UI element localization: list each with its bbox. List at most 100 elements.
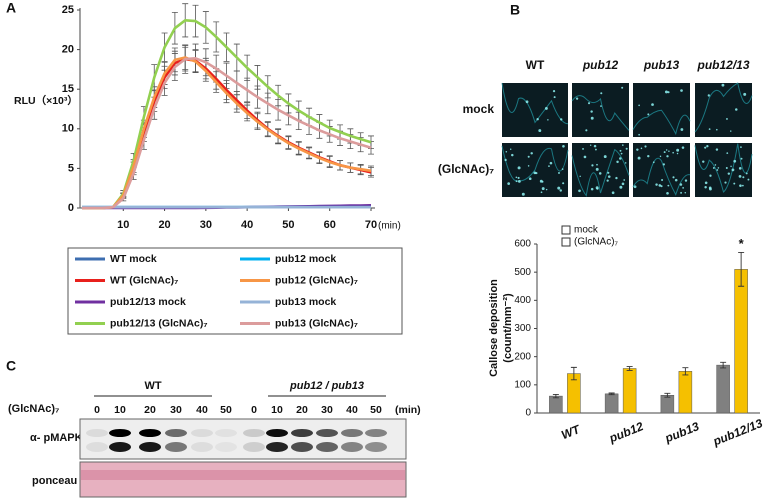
cell-wall <box>632 109 691 136</box>
x-tick-label: pub12/13 <box>710 416 765 449</box>
treatment-label: (GlcNAc)₇ <box>8 403 59 415</box>
annotation: * <box>739 236 745 251</box>
y-tick-label: 500 <box>514 267 531 278</box>
callose-spot <box>591 164 594 167</box>
callose-spot <box>637 156 641 160</box>
callose-spot <box>658 184 662 187</box>
time-label: 30 <box>170 404 182 416</box>
callose-spot <box>716 169 719 171</box>
callose-spot <box>724 181 727 184</box>
callose-spot <box>716 128 718 131</box>
callose-spot <box>606 179 609 182</box>
callose-spot <box>725 166 728 169</box>
time-label: 20 <box>296 404 308 416</box>
micrographs: WT pub12 pub13 pub12/13 mock (GlcNAc)₇ <box>438 58 753 197</box>
callose-spot <box>731 168 735 172</box>
time-label: 0 <box>251 404 257 416</box>
callose-spot <box>663 151 666 154</box>
legend-label: pub12 mock <box>275 253 336 265</box>
callose-spot <box>619 185 623 189</box>
blot-band <box>243 429 265 437</box>
callose-spot <box>622 144 624 146</box>
blot-band <box>109 442 131 452</box>
legend-label: WT (GlcNAc)₇ <box>110 274 178 286</box>
callose-spot <box>615 176 618 180</box>
callose-spot <box>559 189 563 192</box>
panel-label: B <box>510 2 520 18</box>
legend-label: pub12 (GlcNAc)₇ <box>275 274 358 286</box>
callose-spot <box>638 133 641 136</box>
callose-spot <box>704 186 707 189</box>
callose-spot <box>640 147 643 150</box>
time-label: 0 <box>94 404 100 416</box>
callose-spot <box>638 104 640 107</box>
error-bar <box>720 361 727 369</box>
callose-spot <box>727 172 731 175</box>
error-bar <box>608 392 615 396</box>
callose-spot <box>680 128 684 131</box>
cell-wall <box>501 82 569 125</box>
callose-spot <box>607 175 611 178</box>
callose-spot <box>528 177 532 181</box>
series-line <box>82 19 372 210</box>
callose-spot <box>547 119 549 121</box>
bar <box>604 393 619 414</box>
callose-spot <box>540 191 543 194</box>
callose-spot <box>666 191 669 195</box>
callose-spot <box>625 147 628 150</box>
callose-spot <box>517 166 521 170</box>
callose-spot <box>515 180 518 183</box>
callose-spot <box>740 146 742 149</box>
panel-label: C <box>6 358 16 374</box>
callose-spot <box>619 149 622 152</box>
callose-spot <box>548 165 550 167</box>
callose-spot <box>621 86 624 89</box>
blot-band <box>165 429 187 437</box>
callose-spot <box>672 176 675 179</box>
callose-spot <box>676 148 680 152</box>
callose-spot <box>742 176 745 179</box>
blot-band <box>341 442 363 452</box>
y-tick-label: 20 <box>62 44 74 56</box>
callose-spot <box>668 150 670 153</box>
x-tick-label: 50 <box>282 219 294 231</box>
blot-band <box>266 429 288 437</box>
callose-spot <box>704 181 708 185</box>
error-bar <box>570 366 577 381</box>
callose-spot <box>583 155 587 159</box>
callose-spot <box>541 187 545 191</box>
legend-label: (GlcNAc)₇ <box>574 237 619 248</box>
y-tick-label: 25 <box>62 4 74 16</box>
callose-spot <box>655 183 658 186</box>
blot-band <box>365 442 387 452</box>
blot-band <box>139 429 161 437</box>
x-tick-label: 10 <box>117 219 129 231</box>
time-label: 40 <box>196 404 208 416</box>
callose-spot <box>647 154 650 158</box>
callose-spot <box>621 182 625 186</box>
row-label: (GlcNAc)₇ <box>438 162 494 176</box>
callose-spot <box>684 191 687 194</box>
y-tick-label: 10 <box>62 123 74 135</box>
callose-spot <box>743 92 747 96</box>
group-label: WT <box>144 380 161 392</box>
callose-spot <box>702 160 705 163</box>
legend-label: pub12/13 (GlcNAc)₇ <box>110 317 208 329</box>
callose-spot <box>730 165 732 168</box>
callose-spot <box>676 152 679 155</box>
y-tick-label: 0 <box>525 408 531 419</box>
callose-spot <box>738 167 742 170</box>
blot-band <box>316 429 338 437</box>
callose-spot <box>557 186 561 190</box>
callose-spot <box>707 94 710 97</box>
callose-spot <box>561 168 564 170</box>
callose-spot <box>535 171 538 175</box>
callose-spot <box>527 165 530 167</box>
blot-band <box>165 442 187 452</box>
callose-spot <box>644 145 647 148</box>
callose-spot <box>511 153 514 157</box>
callose-spot <box>664 90 668 94</box>
legend-swatch <box>561 225 571 235</box>
row-label: mock <box>463 102 495 116</box>
